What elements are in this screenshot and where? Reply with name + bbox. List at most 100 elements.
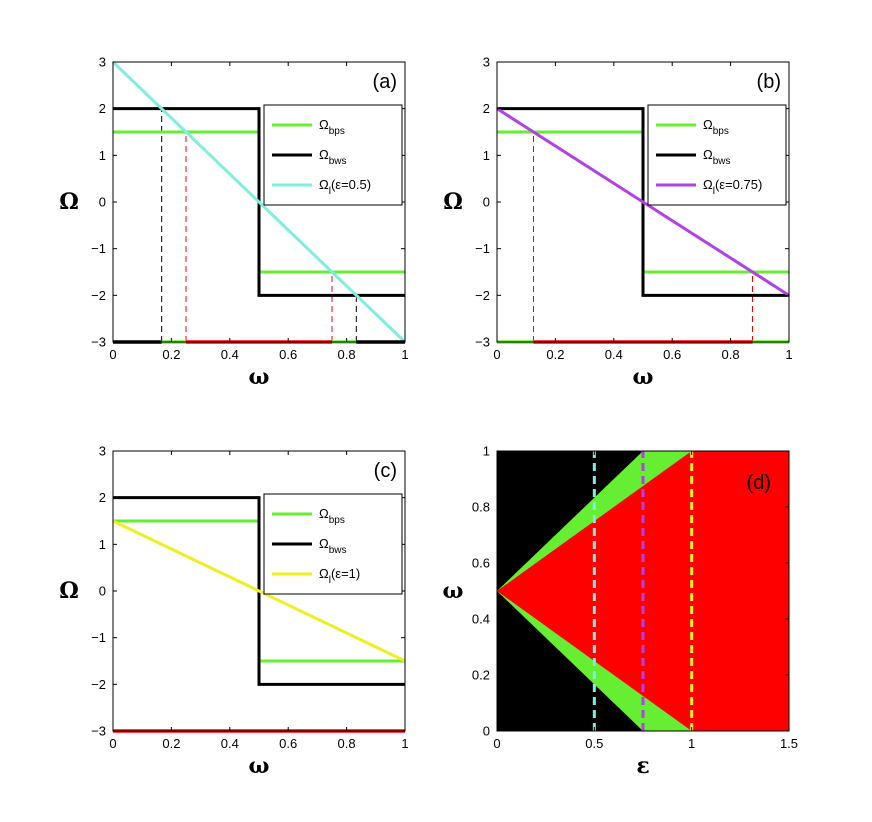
- region-red: [497, 451, 789, 731]
- y-tick-label: 3: [99, 444, 106, 459]
- y-tick-label: −1: [91, 241, 106, 256]
- panel-c: 0 0.2 0.4 0.6 0.8 13210−1−2−3ωΩΩbpsΩbwsΩl(ε=1…: [59, 444, 408, 780]
- x-tick-label: 0.4: [605, 347, 623, 362]
- y-tick-label: −3: [91, 335, 106, 350]
- legend-subscript: bws: [329, 545, 347, 556]
- x-tick-label: 1.5: [780, 736, 798, 751]
- axes-frame: [496, 450, 790, 732]
- y-tick-label: 0.4: [472, 612, 490, 627]
- legend-symbol: Ω: [319, 536, 329, 551]
- legend-subscript: l: [329, 186, 331, 197]
- series-line: [112, 519, 406, 663]
- y-tick-label: 0: [99, 584, 106, 599]
- legend-parameter: (ε=0.5): [331, 177, 371, 192]
- y-tick-label: 1: [99, 537, 106, 552]
- legend-label: Ωbws: [703, 147, 731, 167]
- legend-subscript: bps: [329, 126, 345, 137]
- y-tick-label: 2: [483, 101, 490, 116]
- y-tick-label: 1: [483, 148, 490, 163]
- legend-symbol: Ω: [319, 147, 329, 162]
- y-tick-label: 0.6: [472, 556, 490, 571]
- legend-label: Ωl(ε=0.5): [319, 177, 371, 197]
- y-tick-label: 0: [483, 724, 490, 739]
- x-tick-label: 1: [785, 347, 792, 362]
- legend-symbol: Ω: [703, 147, 713, 162]
- x-tick-label: 1: [401, 347, 408, 362]
- legend-symbol: Ω: [319, 566, 329, 581]
- legend-symbol: Ω: [319, 177, 329, 192]
- y-tick-label: 2: [99, 490, 106, 505]
- legend-label: Ωl(ε=1): [319, 566, 360, 586]
- x-tick-label: 0.2: [162, 736, 180, 751]
- x-tick-label: 1: [401, 736, 408, 751]
- series-line: [111, 60, 407, 344]
- y-axis-label: Ω: [59, 189, 79, 215]
- legend-label: Ωbps: [703, 117, 729, 137]
- panel-a: 0 0.2 0.4 0.6 0.8 13210−1−2−3ωΩΩbpsΩbwsΩl(ε=0…: [59, 55, 408, 391]
- legend-label: Ωbps: [319, 117, 345, 137]
- y-tick-label: −3: [91, 724, 106, 739]
- y-axis-label: Ω: [443, 189, 463, 215]
- x-tick-label: 0.6: [279, 347, 297, 362]
- x-tick-label: 0.8: [338, 347, 356, 362]
- x-tick-label: 0.6: [663, 347, 681, 362]
- x-tick-label: 0.4: [221, 736, 239, 751]
- x-tick-label: 0.2: [546, 347, 564, 362]
- y-axis-label: ω: [443, 578, 464, 604]
- legend-subscript: bps: [329, 515, 345, 526]
- y-tick-label: 3: [99, 55, 106, 70]
- x-tick-label: 0.8: [338, 736, 356, 751]
- x-tick-label: 0: [493, 736, 500, 751]
- y-tick-label: −2: [475, 288, 490, 303]
- y-tick-label: 2: [99, 101, 106, 116]
- legend-subscript: bws: [713, 156, 731, 167]
- legend-label: Ωbws: [319, 536, 347, 556]
- legend-label: Ωl(ε=0.75): [703, 177, 762, 197]
- x-tick-label: 0: [109, 347, 116, 362]
- y-tick-label: −3: [475, 335, 490, 350]
- x-tick-label: 0.2: [162, 347, 180, 362]
- x-tick-label: 1: [688, 736, 695, 751]
- panel-label: (d): [747, 472, 771, 494]
- x-tick-label: 0.5: [585, 736, 603, 751]
- panel-label: (c): [374, 460, 397, 482]
- legend-symbol: Ω: [703, 177, 713, 192]
- legend-label: Ωbps: [319, 506, 345, 526]
- legend-subscript: l: [329, 575, 331, 586]
- y-tick-label: 1: [483, 444, 490, 459]
- panel-d: 0 0.5 1 1.5 1 0.8 0.6 0.4 0.2 0 ε ω (d): [443, 444, 799, 780]
- y-tick-label: 0.8: [472, 500, 490, 515]
- y-tick-label: 1: [99, 148, 106, 163]
- legend-label: Ωbws: [319, 147, 347, 167]
- x-axis-label: ε: [636, 753, 649, 779]
- panel-b: 0 0.2 0.4 0.6 0.8 13210−1−2−3ωΩΩbpsΩbwsΩl(ε=0…: [443, 55, 792, 391]
- legend-symbol: Ω: [319, 117, 329, 132]
- y-tick-label: −1: [91, 630, 106, 645]
- x-axis-label: ω: [249, 753, 270, 779]
- y-tick-label: 3: [483, 55, 490, 70]
- y-tick-label: −2: [91, 677, 106, 692]
- x-tick-label: 0.8: [722, 347, 740, 362]
- x-tick-label: 0: [493, 347, 500, 362]
- y-tick-label: 0: [483, 195, 490, 210]
- legend-subscript: l: [713, 186, 715, 197]
- legend-parameter: (ε=0.75): [715, 177, 762, 192]
- x-tick-label: 0.6: [279, 736, 297, 751]
- legend-subscript: bps: [713, 126, 729, 137]
- panel-label: (a): [373, 71, 397, 93]
- y-tick-label: 0: [99, 195, 106, 210]
- x-axis-label: ω: [633, 364, 654, 390]
- legend-subscript: bws: [329, 156, 347, 167]
- panel-label: (b): [757, 71, 781, 93]
- series-line: [496, 107, 790, 297]
- x-tick-label: 0.4: [221, 347, 239, 362]
- legend-symbol: Ω: [319, 506, 329, 521]
- legend-symbol: Ω: [703, 117, 713, 132]
- y-axis-label: Ω: [59, 578, 79, 604]
- legend-parameter: (ε=1): [331, 566, 360, 581]
- x-tick-label: 0: [109, 736, 116, 751]
